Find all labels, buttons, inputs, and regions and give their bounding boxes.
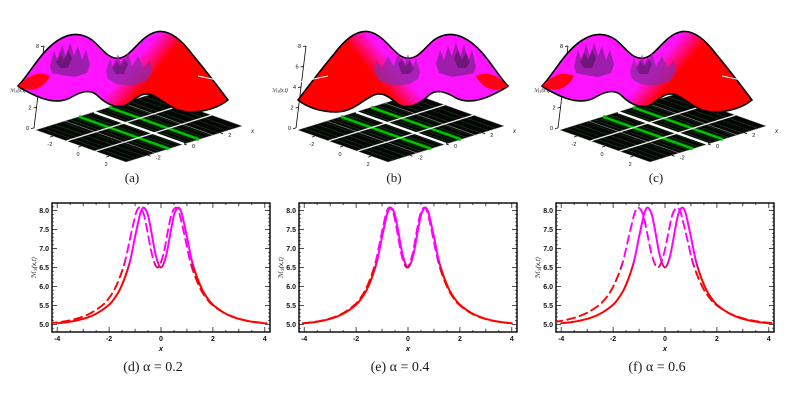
svg-text:ℳ₃(x,t): ℳ₃(x,t) — [272, 88, 288, 94]
svg-text:0: 0 — [550, 126, 553, 132]
svg-text:8: 8 — [36, 44, 39, 50]
svg-text:4: 4 — [293, 85, 296, 91]
svg-text:ℳ₃(x,t): ℳ₃(x,t) — [535, 257, 542, 278]
svg-text:0: 0 — [338, 152, 341, 158]
svg-text:8.0: 8.0 — [286, 208, 296, 215]
svg-text:0: 0 — [716, 144, 719, 150]
caption-e: (e) α = 0.4 — [370, 360, 430, 375]
svg-text:5.5: 5.5 — [39, 303, 49, 310]
svg-text:0: 0 — [406, 336, 410, 343]
svg-text:ℳ₃(x,t): ℳ₃(x,t) — [10, 88, 26, 94]
svg-text:-2: -2 — [106, 336, 112, 343]
svg-text:x: x — [250, 129, 255, 135]
svg-text:6.5: 6.5 — [286, 265, 296, 272]
svg-text:2: 2 — [715, 336, 719, 343]
svg-text:2: 2 — [552, 106, 555, 112]
svg-text:2: 2 — [290, 106, 293, 112]
svg-text:x: x — [405, 344, 411, 353]
svg-text:5.0: 5.0 — [286, 322, 296, 329]
svg-text:7.5: 7.5 — [286, 227, 296, 234]
svg-text:ℳ₃(x,t): ℳ₃(x,t) — [31, 257, 38, 278]
svg-text:-2: -2 — [353, 336, 359, 343]
svg-text:6: 6 — [295, 65, 298, 71]
svg-text:7.5: 7.5 — [39, 227, 49, 234]
svg-text:-2: -2 — [680, 155, 685, 161]
svg-text:-4: -4 — [301, 336, 307, 343]
svg-text:5.5: 5.5 — [286, 303, 296, 310]
svg-text:-2: -2 — [571, 142, 576, 148]
panel-2d-e: -4 -2 0 2 4 5.0 5.5 6.0 6.5 7.0 7.5 8.0 x ℳ₃(x,t) (e)… — [275, 198, 525, 376]
svg-text:0: 0 — [288, 126, 291, 132]
svg-text:ℳ₃(x,t): ℳ₃(x,t) — [534, 88, 550, 94]
svg-text:8: 8 — [298, 44, 301, 50]
svg-text:x: x — [774, 129, 779, 135]
svg-text:0: 0 — [159, 336, 163, 343]
svg-text:2: 2 — [28, 106, 31, 112]
svg-text:0: 0 — [192, 144, 195, 150]
svg-text:0: 0 — [600, 152, 603, 158]
panel-2d-d: -4 -2 0 2 4 5.0 5.5 6.0 6.5 7.0 7.5 8.0 x ℳ₃(x,t) (d)… — [28, 198, 278, 376]
svg-text:-4: -4 — [54, 336, 60, 343]
svg-text:8: 8 — [560, 44, 563, 50]
line-plot-d: -4 -2 0 2 4 5.0 5.5 6.0 6.5 7.0 7.5 8.0 x ℳ₃(x,t) — [31, 202, 271, 353]
svg-text:2: 2 — [752, 133, 755, 139]
svg-text:5.5: 5.5 — [543, 303, 553, 310]
svg-text:4: 4 — [510, 336, 514, 343]
svg-text:7.5: 7.5 — [543, 227, 553, 234]
svg-text:0: 0 — [26, 126, 29, 132]
svg-text:8.0: 8.0 — [39, 208, 49, 215]
caption-a: (a) — [124, 170, 140, 185]
svg-text:0: 0 — [76, 152, 79, 158]
svg-text:4: 4 — [767, 336, 771, 343]
panel-2d-f: -4 -2 0 2 4 5.0 5.5 6.0 6.5 7.0 7.5 8.0 x ℳ₃(x,t) (f)… — [532, 198, 782, 376]
svg-text:8.0: 8.0 — [543, 208, 553, 215]
svg-text:ℳ₃(x,t): ℳ₃(x,t) — [278, 257, 285, 278]
svg-text:7.0: 7.0 — [286, 246, 296, 253]
caption-b: (b) — [386, 170, 402, 185]
svg-text:-2: -2 — [610, 336, 616, 343]
svg-text:6.5: 6.5 — [543, 265, 553, 272]
caption-c: (c) — [648, 170, 664, 185]
svg-text:6.5: 6.5 — [39, 265, 49, 272]
svg-text:-4: -4 — [558, 336, 564, 343]
svg-text:4: 4 — [263, 336, 267, 343]
svg-text:-2: -2 — [47, 142, 52, 148]
svg-text:5.0: 5.0 — [39, 322, 49, 329]
svg-text:6.0: 6.0 — [286, 284, 296, 291]
caption-d: (d) α = 0.2 — [123, 360, 183, 375]
svg-text:7.0: 7.0 — [543, 246, 553, 253]
svg-text:x: x — [662, 344, 668, 353]
svg-text:2: 2 — [458, 336, 462, 343]
svg-text:2: 2 — [228, 133, 231, 139]
svg-text:2: 2 — [629, 162, 632, 168]
svg-text:x: x — [512, 129, 517, 135]
svg-text:6.0: 6.0 — [39, 284, 49, 291]
svg-text:-2: -2 — [418, 155, 423, 161]
svg-text:0: 0 — [663, 336, 667, 343]
svg-text:x: x — [158, 344, 164, 353]
svg-text:2: 2 — [490, 133, 493, 139]
svg-text:6.0: 6.0 — [543, 284, 553, 291]
svg-text:-2: -2 — [309, 142, 314, 148]
svg-text:5.0: 5.0 — [543, 322, 553, 329]
caption-f: (f) α = 0.6 — [628, 360, 686, 375]
svg-text:2: 2 — [211, 336, 215, 343]
line-plot-f: -4 -2 0 2 4 5.0 5.5 6.0 6.5 7.0 7.5 8.0 x ℳ₃(x,t) — [535, 202, 775, 353]
svg-text:2: 2 — [367, 162, 370, 168]
svg-text:2: 2 — [105, 162, 108, 168]
svg-text:0: 0 — [454, 144, 457, 150]
svg-text:7.0: 7.0 — [39, 246, 49, 253]
svg-text:-2: -2 — [156, 155, 161, 161]
line-plot-e: -4 -2 0 2 4 5.0 5.5 6.0 6.5 7.0 7.5 8.0 x ℳ₃(x,t) — [278, 202, 518, 353]
